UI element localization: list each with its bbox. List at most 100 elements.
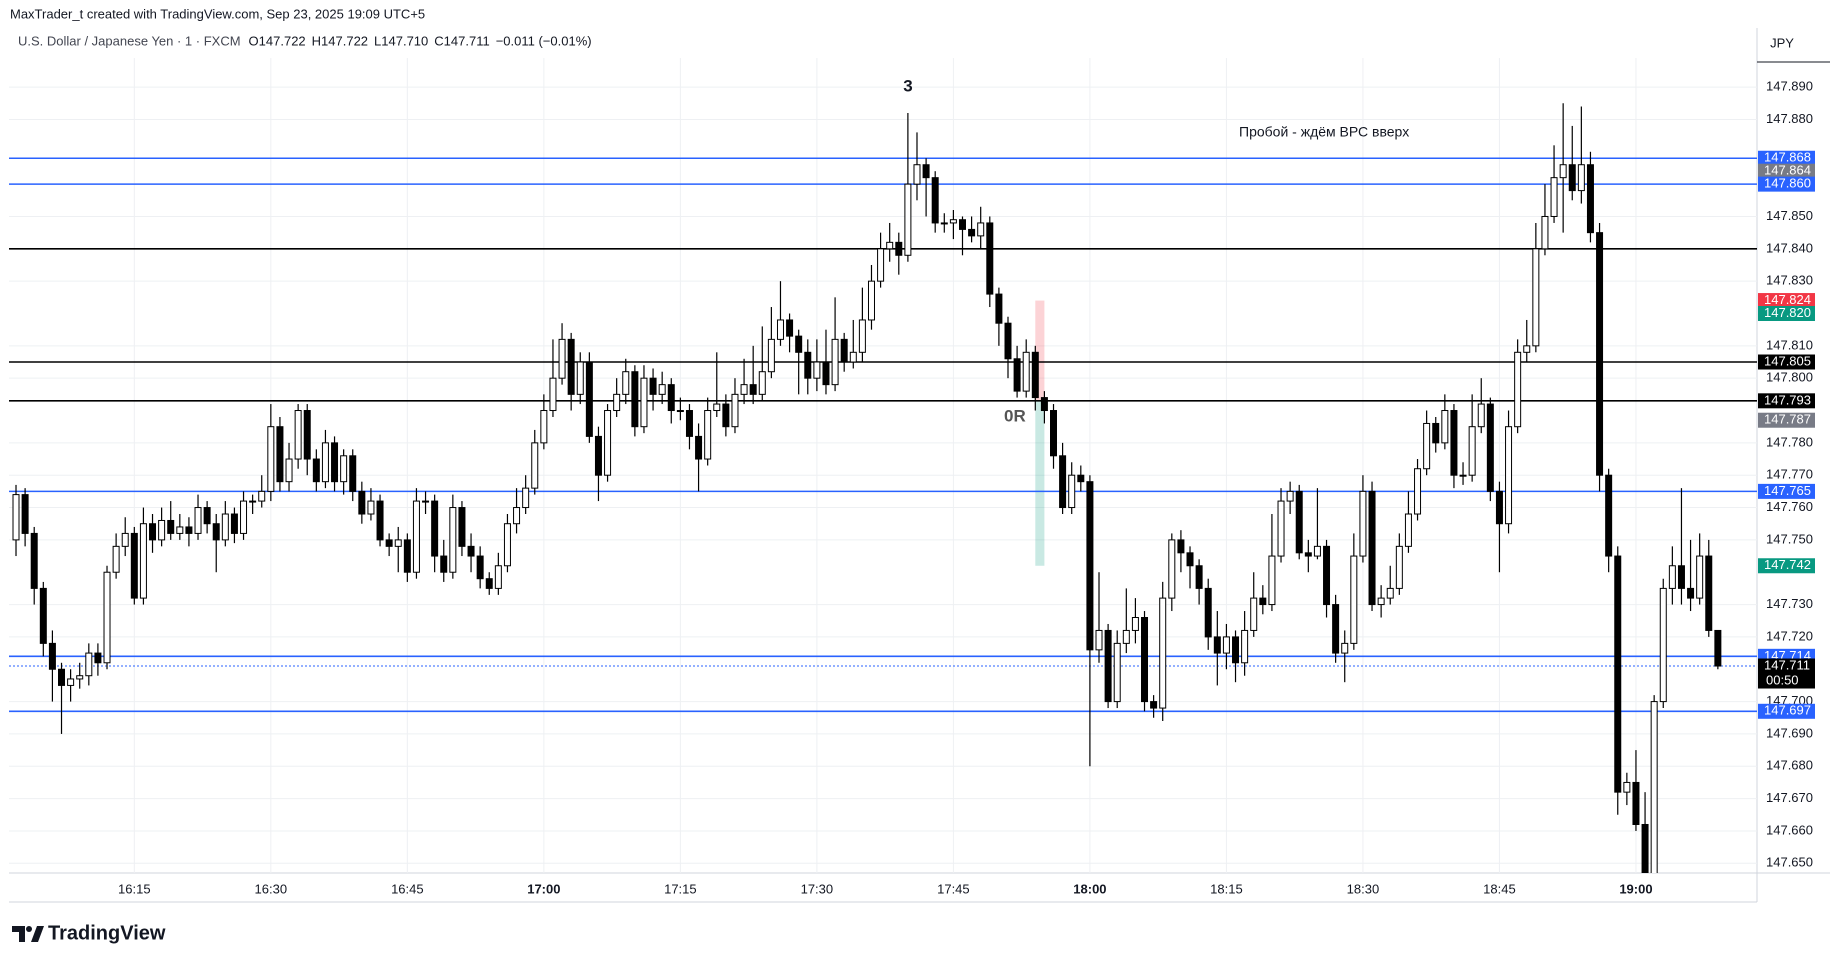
y-tick-label: 147.650: [1766, 855, 1813, 870]
annotation: 3: [903, 76, 912, 95]
candle-body: [1040, 397, 1048, 412]
price-tag-label: 147.805: [1764, 353, 1811, 368]
candle-body: [1523, 345, 1531, 353]
candle-body: [194, 507, 202, 534]
candle-body: [1514, 351, 1522, 428]
candle-body: [48, 642, 56, 670]
candle-body: [1131, 617, 1139, 631]
candle-body: [385, 539, 393, 547]
candle-body: [176, 526, 184, 534]
candle-body: [449, 507, 457, 573]
candle-body: [12, 494, 20, 541]
price-tag: [1758, 293, 1815, 309]
candle-body: [740, 384, 748, 395]
candle-body: [1377, 597, 1385, 606]
y-tick-label: 147.750: [1766, 531, 1813, 546]
candle-body: [158, 519, 166, 541]
candle-body: [1623, 781, 1631, 793]
candle-body: [795, 335, 803, 353]
candle-body: [258, 490, 266, 502]
candle-body: [949, 219, 957, 224]
price-tag: [1758, 393, 1815, 409]
x-tick-label: 17:15: [664, 881, 697, 896]
candle-body: [367, 500, 375, 515]
candle-body: [749, 384, 757, 395]
candle-body: [922, 164, 930, 179]
price-tag-label: 147.864: [1764, 163, 1811, 178]
candle-body: [1332, 604, 1340, 654]
candle-body: [822, 361, 830, 386]
candle-body: [167, 519, 175, 534]
plot: [9, 58, 1757, 873]
candle-body: [1031, 351, 1039, 399]
x-tick-label: 17:00: [527, 881, 560, 896]
candle-body: [540, 410, 548, 444]
candle-body: [139, 523, 147, 599]
candle-body: [1441, 410, 1449, 444]
candle-body: [858, 319, 866, 353]
candle-body: [1259, 597, 1267, 606]
candle-body: [1386, 587, 1394, 599]
y-tick-label: 147.800: [1766, 370, 1813, 385]
candle-body: [1450, 410, 1458, 476]
candle-body: [203, 507, 211, 525]
candle-body: [1495, 490, 1503, 525]
candle-body: [1559, 164, 1567, 179]
y-tick-label: 147.880: [1766, 111, 1813, 126]
candle-body: [21, 494, 29, 534]
candle-body: [658, 384, 666, 395]
candle-body: [39, 587, 47, 644]
candle-body: [513, 507, 521, 525]
candle-body: [958, 219, 966, 230]
price-tag-label: 147.697: [1764, 703, 1811, 718]
price-tag: [1758, 658, 1815, 689]
candle-body: [1141, 617, 1149, 703]
candle-body: [1468, 426, 1476, 476]
candle-body: [121, 532, 129, 547]
candle-body: [1313, 545, 1321, 557]
candle-body: [840, 338, 848, 363]
x-tick-label: 16:45: [391, 881, 424, 896]
candle-body: [94, 652, 102, 664]
candle-body: [1241, 629, 1249, 664]
legend-value: L147.710: [374, 33, 428, 48]
candle-body: [704, 410, 712, 460]
candle-body: [422, 500, 430, 503]
candle-body: [758, 371, 766, 395]
candle-body: [230, 513, 238, 534]
y-tick-label: 147.890: [1766, 79, 1813, 94]
candle-body: [913, 164, 921, 185]
price-tag: [1758, 558, 1815, 574]
candle-body: [1650, 701, 1658, 873]
countdown: 00:50: [1766, 672, 1799, 687]
price-tag-label: 147.787: [1764, 412, 1811, 427]
candle-body: [576, 361, 584, 395]
candle-body: [1004, 322, 1012, 360]
candle-body: [1277, 500, 1285, 557]
candle-body: [185, 526, 193, 534]
x-tick-label: 16:15: [118, 881, 151, 896]
candle-body: [267, 426, 275, 492]
candle-body: [522, 487, 530, 509]
candle-body: [877, 248, 885, 282]
candle-body: [1477, 403, 1485, 428]
candle-body: [1486, 403, 1494, 492]
candle-body: [403, 539, 411, 573]
candle-body: [1268, 555, 1276, 606]
logo-text: TradingView: [48, 922, 166, 944]
position-target-zone: [1035, 400, 1045, 566]
y-tick-label: 147.730: [1766, 596, 1813, 611]
candle-body: [1586, 164, 1594, 234]
candle-body: [1359, 490, 1367, 557]
candle-body: [494, 565, 502, 589]
candle-body: [1323, 545, 1331, 606]
candle-body: [376, 500, 384, 541]
candle-body: [467, 545, 475, 557]
candle-body: [1295, 490, 1303, 554]
x-tick-label: 17:30: [801, 881, 834, 896]
candle-body: [695, 435, 703, 460]
candle-body: [1677, 565, 1685, 589]
candle-body: [713, 403, 721, 412]
candle-body: [476, 555, 484, 580]
